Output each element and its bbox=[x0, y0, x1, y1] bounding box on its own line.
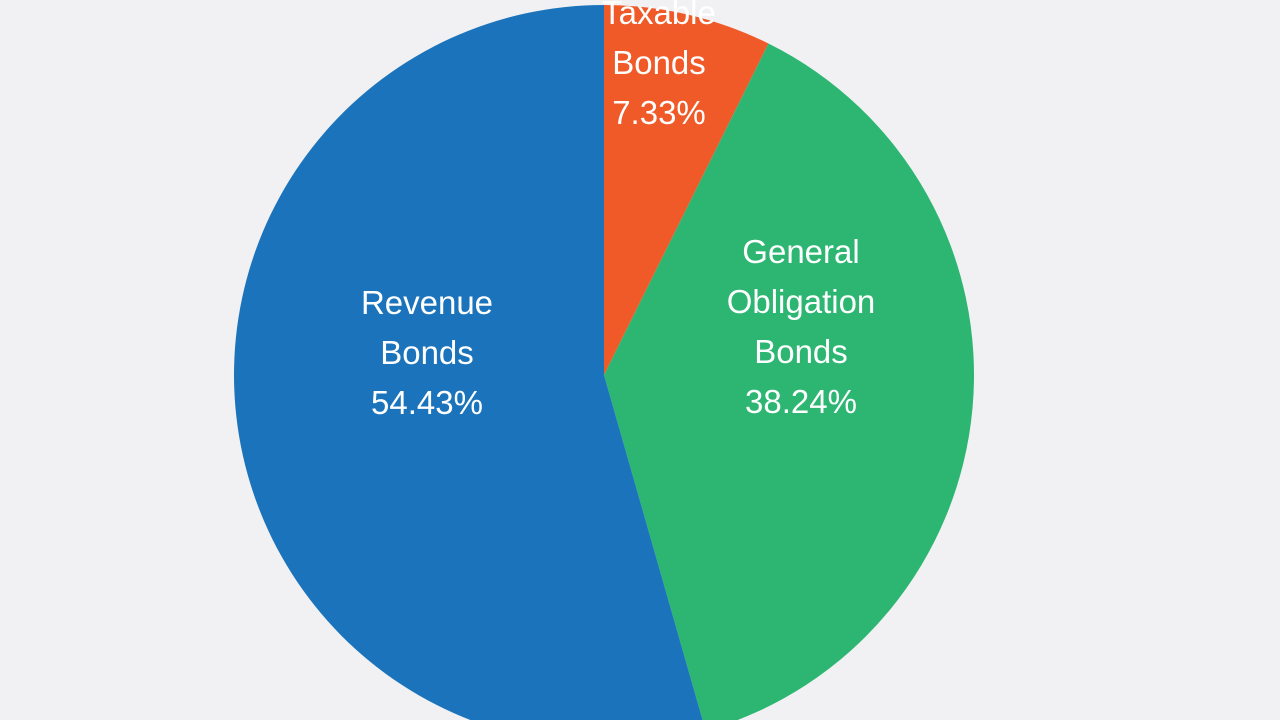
slice-name-line-taxable: Taxable bbox=[602, 0, 716, 31]
slice-value-general-obligation: 38.24% bbox=[745, 383, 857, 420]
slice-label-general-obligation: General Obligation Bonds 38.24% bbox=[727, 233, 876, 420]
slice-name-line-taxable: Bonds bbox=[612, 44, 706, 81]
pie-slice-revenue bbox=[234, 5, 703, 720]
slice-name-line-general-obligation: Bonds bbox=[754, 333, 848, 370]
slice-name-line-revenue: Revenue bbox=[361, 284, 493, 321]
slice-value-taxable: 7.33% bbox=[612, 94, 706, 131]
slice-name-line-revenue: Bonds bbox=[380, 334, 474, 371]
slice-name-line-general-obligation: Obligation bbox=[727, 283, 876, 320]
slice-name-line-general-obligation: General bbox=[742, 233, 859, 270]
pie-slice-taxable bbox=[604, 5, 769, 375]
pie-slice-general-obligation bbox=[604, 43, 975, 720]
slice-value-revenue: 54.43% bbox=[371, 384, 483, 421]
labels-layer: Taxable Bonds 7.33% General Obligation Bonds 3… bbox=[361, 0, 875, 421]
slices-layer bbox=[234, 5, 975, 720]
slice-label-revenue: Revenue Bonds 54.43% bbox=[361, 284, 493, 421]
slice-label-taxable: Taxable Bonds 7.33% bbox=[602, 0, 716, 131]
